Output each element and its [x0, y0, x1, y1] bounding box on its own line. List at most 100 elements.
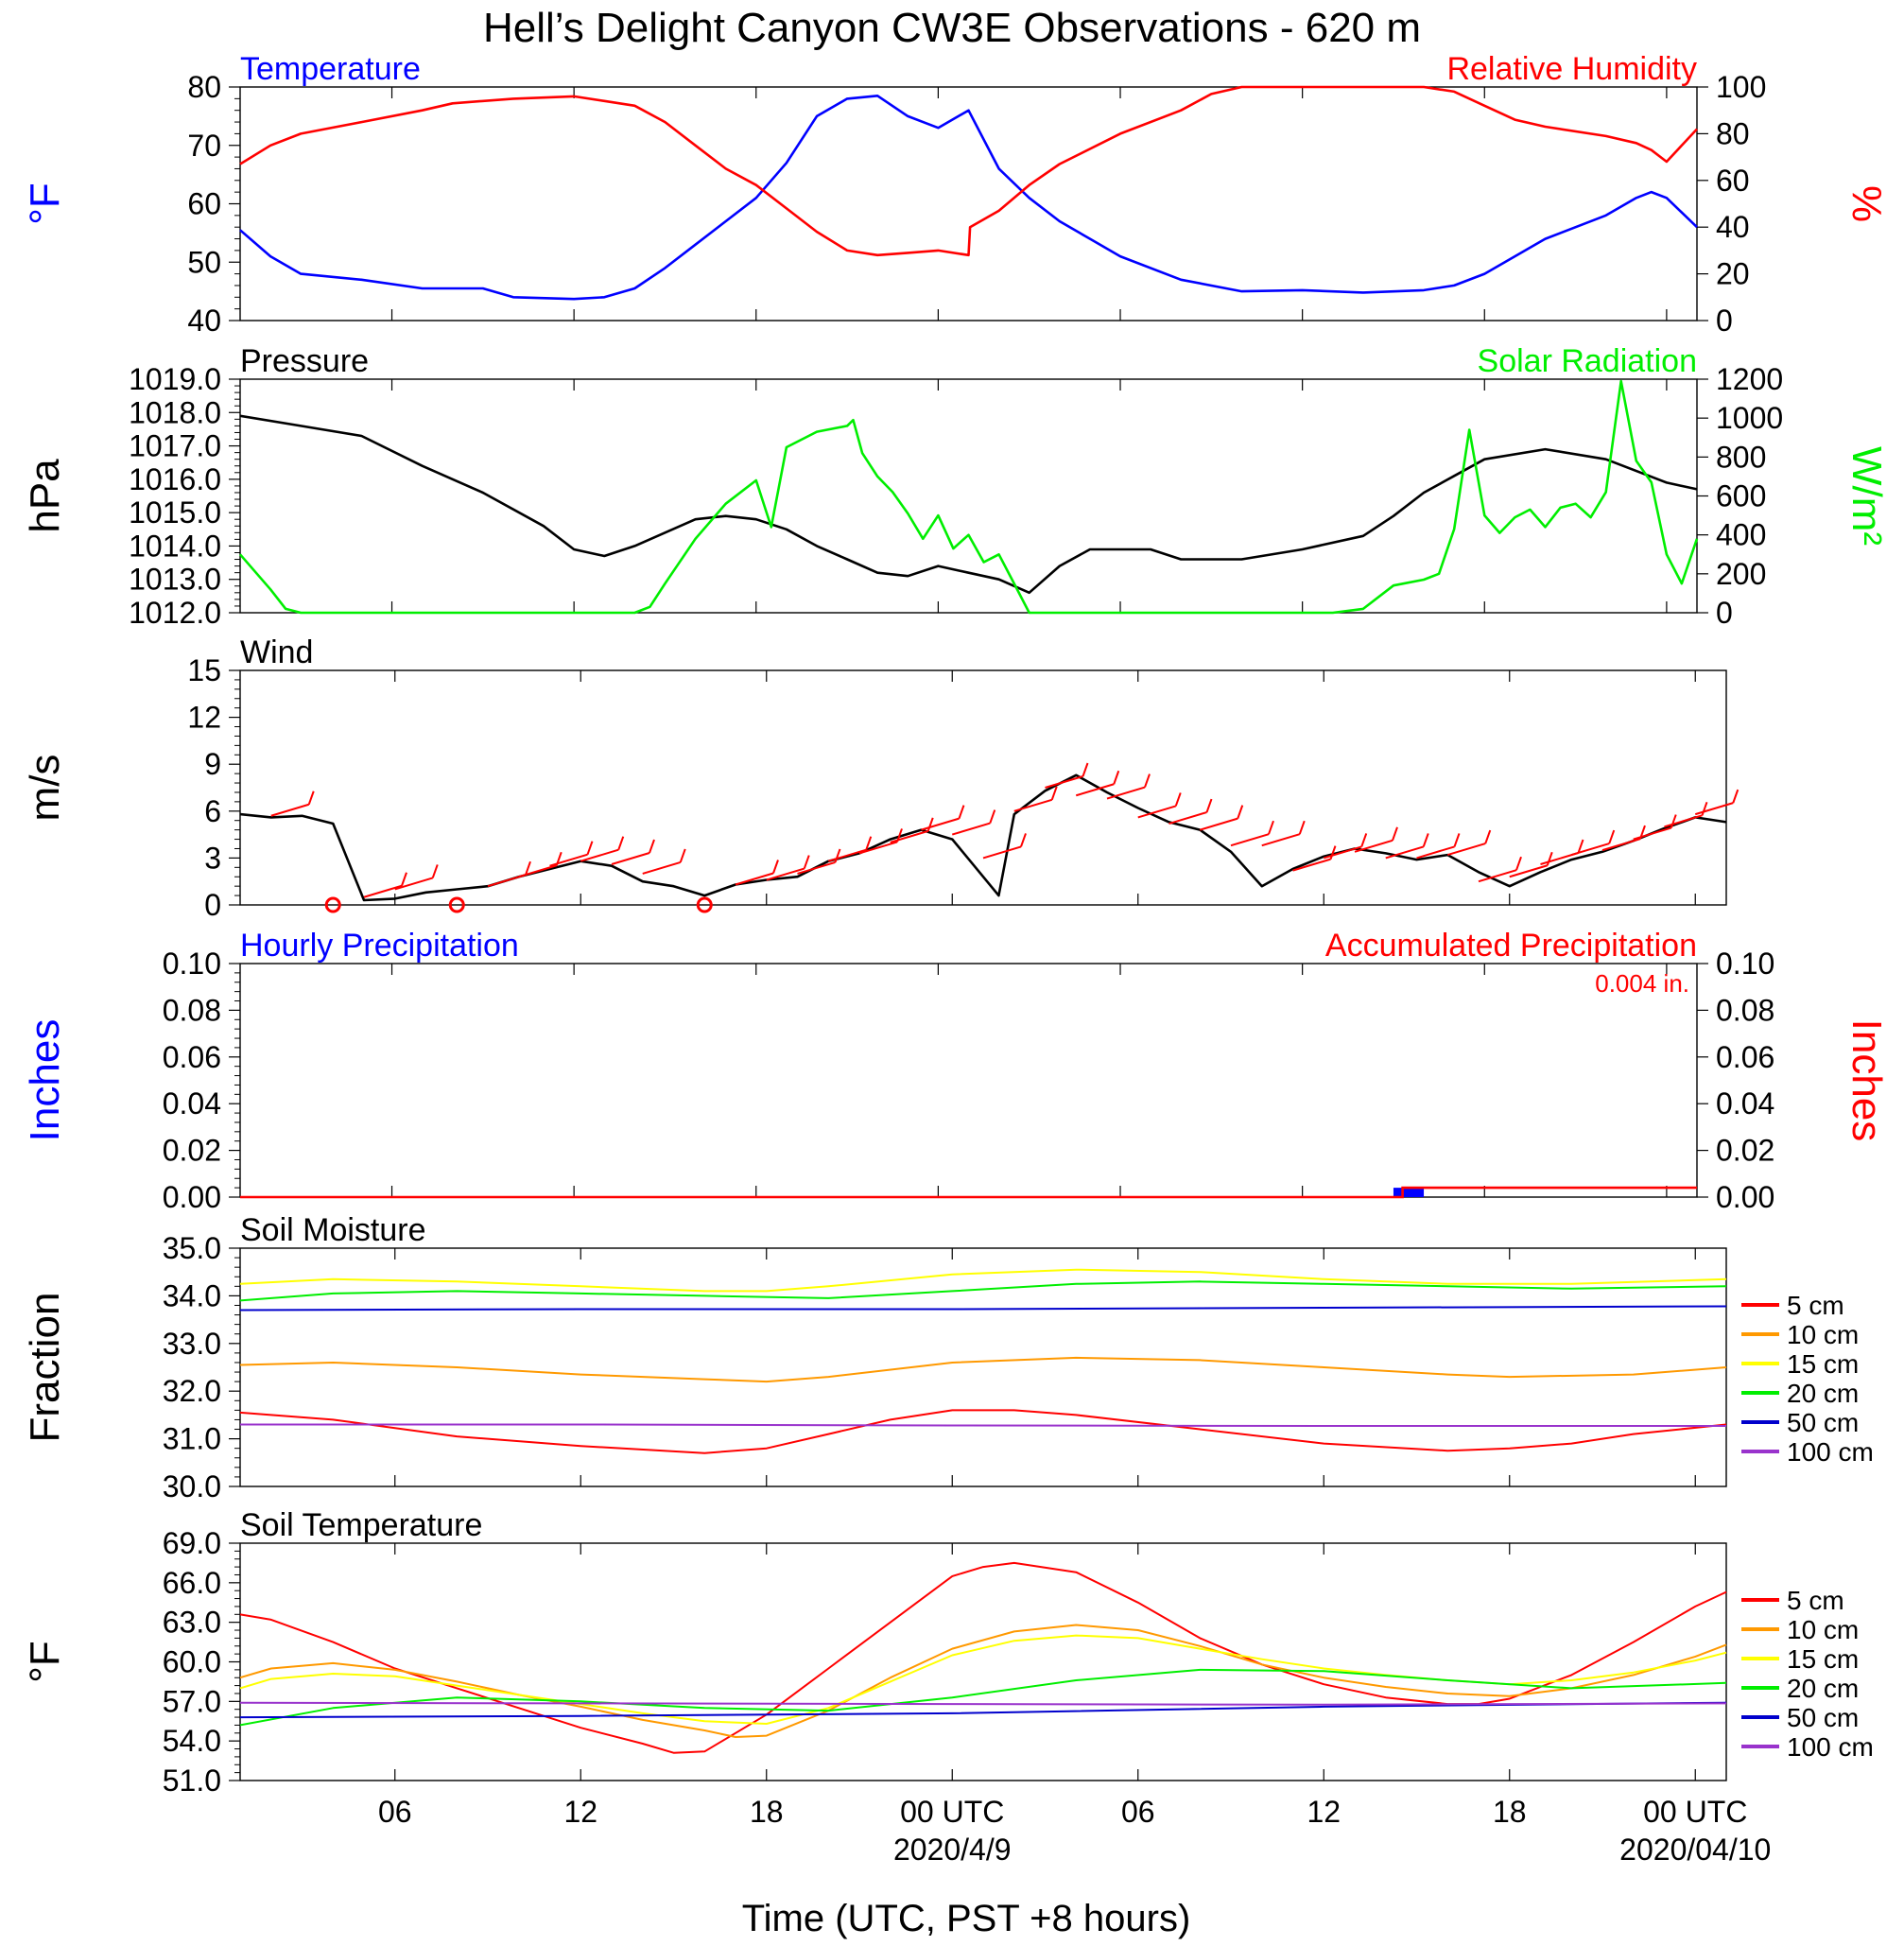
- y-right-tick-label: 0: [1716, 304, 1733, 338]
- y-tick-label: 6: [204, 794, 221, 828]
- series-line-wind: [239, 773, 1727, 902]
- wind-barb-flag: [1546, 851, 1553, 866]
- wind-barb: [270, 803, 310, 817]
- y-tick-label: 0.02: [163, 1134, 221, 1168]
- y-right-tick-label: 400: [1716, 518, 1766, 552]
- series-line-50cm: [239, 1701, 1727, 1719]
- y-axis-label: m/s: [22, 755, 68, 822]
- legend-label: 10 cm: [1787, 1615, 1859, 1644]
- legend-label: 5 cm: [1787, 1586, 1844, 1615]
- wind-barb-flag: [1268, 820, 1274, 835]
- y-right-tick-label: 0.10: [1716, 947, 1774, 981]
- wind-barb: [611, 852, 650, 865]
- series-line-10cm: [239, 1624, 1727, 1738]
- legend-label: 5 cm: [1787, 1291, 1844, 1320]
- wind-barb-flag: [1360, 833, 1368, 847]
- wind-barb-flag: [1237, 805, 1244, 819]
- wind-barb-flag: [1515, 856, 1522, 871]
- y-tick-label: 0.00: [163, 1180, 221, 1214]
- legend-label: 20 cm: [1787, 1674, 1859, 1703]
- wind-barb-flag: [1082, 762, 1089, 777]
- series-line-5cm: [239, 1409, 1727, 1454]
- wind-barb: [1075, 783, 1115, 797]
- y-right-tick-label: 0.08: [1716, 993, 1774, 1027]
- legend-label: 50 cm: [1787, 1703, 1859, 1732]
- wind-barb: [827, 848, 867, 862]
- wind-barb: [1230, 833, 1270, 847]
- y-tick-label: 1015.0: [129, 495, 221, 530]
- wind-barb-flag: [1050, 786, 1058, 801]
- wind-barb: [1137, 805, 1177, 819]
- panel-title: Soil Moisture: [240, 1212, 426, 1248]
- x-tick-label: 18: [750, 1795, 784, 1829]
- y-tick-label: 9: [204, 747, 221, 781]
- wind-barb: [982, 845, 1022, 860]
- series-line-15cm: [239, 1634, 1727, 1725]
- wind-barb-flag: [679, 848, 686, 863]
- panel-right-title: Accumulated Precipitation: [1325, 928, 1697, 964]
- y-tick-label: 0.10: [163, 947, 221, 981]
- y-tick-label: 12: [187, 701, 221, 735]
- wind-barb: [1601, 838, 1641, 852]
- y-tick-label: 1018.0: [129, 395, 221, 429]
- wind-barb: [1106, 786, 1146, 800]
- panel-right-title: Relative Humidity: [1446, 51, 1697, 87]
- series-line-solar: [239, 379, 1699, 615]
- wind-barb: [580, 848, 619, 862]
- y-axis-label: Fraction: [22, 1293, 68, 1443]
- plot-frame: [239, 86, 1698, 321]
- y-axis-label: Inches: [22, 1019, 68, 1142]
- y-tick-label: 1014.0: [129, 529, 221, 563]
- y-right-tick-label: 200: [1716, 557, 1766, 591]
- plot-frame: [239, 1542, 1727, 1781]
- y-axis-label: °F: [22, 1641, 68, 1682]
- x-tick-label: 06: [1121, 1795, 1155, 1829]
- y-right-tick-label: 20: [1716, 257, 1750, 291]
- panel-title: Hourly Precipitation: [240, 928, 519, 964]
- y-tick-label: 40: [187, 304, 221, 338]
- y-tick-label: 1012.0: [129, 596, 221, 630]
- wind-barb-flag: [1422, 833, 1429, 847]
- wind-barb-flag: [1484, 829, 1492, 844]
- wind-barb-flag: [1205, 798, 1213, 813]
- legend-label: 20 cm: [1787, 1379, 1859, 1408]
- wind-barb-calm: [696, 896, 713, 913]
- wind-barb-flag: [525, 860, 531, 876]
- wind-barb-flag: [1329, 845, 1337, 860]
- series-line-20cm: [239, 1280, 1727, 1302]
- x-tick-label: 18: [1493, 1795, 1527, 1829]
- wind-barb-flag: [772, 860, 779, 874]
- panel-title: Wind: [240, 634, 313, 670]
- plot-frame: [239, 963, 1698, 1198]
- legend-label: 15 cm: [1787, 1644, 1859, 1674]
- y-tick-label: 0.04: [163, 1086, 221, 1121]
- x-tick-label: 00 UTC: [900, 1795, 1004, 1829]
- y-tick-label: 1019.0: [129, 362, 221, 396]
- y-tick-label: 32.0: [163, 1374, 221, 1408]
- y-tick-label: 69.0: [163, 1526, 221, 1560]
- wind-barb-flag: [1732, 789, 1740, 804]
- panel-wind: 15 12 9 6 3 0 m/s Wind: [22, 634, 1740, 922]
- series-line-100cm: [240, 1423, 1726, 1427]
- wind-barb-flag: [1298, 820, 1306, 835]
- series-line-20cm: [239, 1668, 1727, 1727]
- wind-barb-flag: [1174, 792, 1182, 807]
- series-line-10cm: [239, 1356, 1727, 1383]
- wind-barb: [363, 884, 403, 898]
- wind-barb: [394, 877, 434, 891]
- wind-barb-flag: [1453, 833, 1461, 847]
- y-right-tick-label: 1000: [1716, 401, 1783, 435]
- y-tick-label: 57.0: [163, 1684, 221, 1718]
- wind-barb: [735, 872, 774, 886]
- y-tick-label: 50: [187, 245, 221, 279]
- wind-barb-flag: [834, 848, 841, 863]
- y-right-tick-label: 600: [1716, 479, 1766, 513]
- series-line-15cm: [239, 1268, 1727, 1293]
- figure-title: Hell’s Delight Canyon CW3E Observations …: [483, 5, 1421, 51]
- wind-barb: [1045, 775, 1083, 789]
- y-tick-label: 1013.0: [129, 563, 221, 597]
- y-right-axis-label: Inches: [1843, 1019, 1890, 1142]
- y-tick-label: 30.0: [163, 1469, 221, 1503]
- y-tick-label: 35.0: [163, 1231, 221, 1265]
